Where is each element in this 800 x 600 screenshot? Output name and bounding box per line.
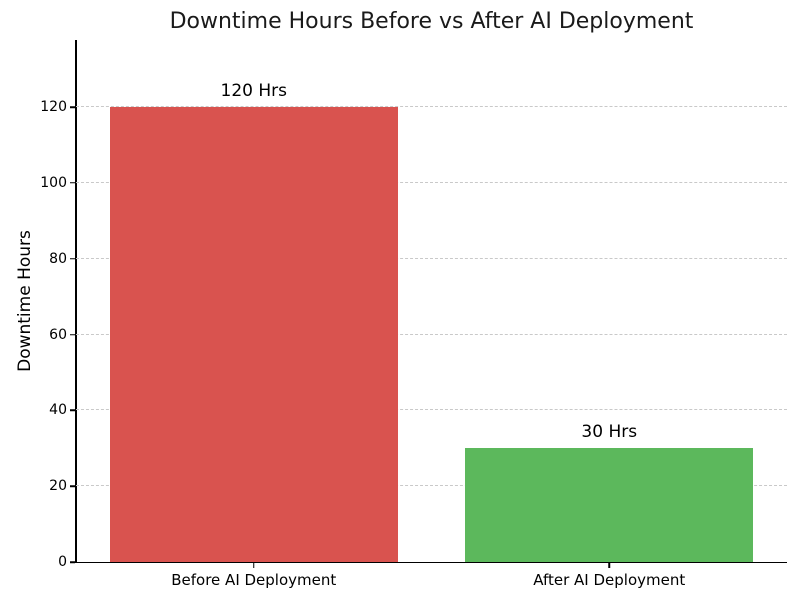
bar-value-label: 120 Hrs [220,81,287,102]
chart-title: Downtime Hours Before vs After AI Deploy… [169,9,694,34]
gridline-y-100 [76,181,787,183]
x-tick-label: Before AI Deployment [171,571,337,589]
y-axis-spine [75,40,77,563]
y-tick-label: 0 [58,554,67,570]
gridline-y-40 [76,409,787,411]
y-tick-mark [70,485,75,487]
y-tick-mark [70,333,75,336]
bar-value-label: 30 Hrs [581,422,638,443]
x-axis-spine [75,561,787,563]
x-tick-mark [608,563,610,568]
y-tick-mark [70,409,75,412]
gridline-y-20 [76,485,787,487]
y-tick-label: 60 [49,326,67,343]
gridline-y-120 [76,106,787,108]
y-tick-label: 100 [40,174,67,191]
x-tick-mark [253,563,255,568]
plot-area: 120 Hrs Before AI Deployment 30 Hrs After A… [40,40,787,589]
y-tick-mark [70,561,75,563]
y-axis-label: Downtime Hours [15,230,35,372]
y-tick-label: 20 [49,478,67,495]
x-tick-label: After AI Deployment [533,571,686,589]
y-tick-label: 40 [49,402,67,419]
y-tick-label: 80 [49,250,67,267]
y-tick-mark [70,257,75,260]
bar-after [465,448,754,562]
gridline-y-80 [76,257,787,259]
y-tick-label: 120 [40,99,67,116]
y-tick-mark [70,182,75,184]
y-tick-mark [70,106,75,108]
bar-before [109,107,398,562]
gridline-y-60 [76,333,787,335]
